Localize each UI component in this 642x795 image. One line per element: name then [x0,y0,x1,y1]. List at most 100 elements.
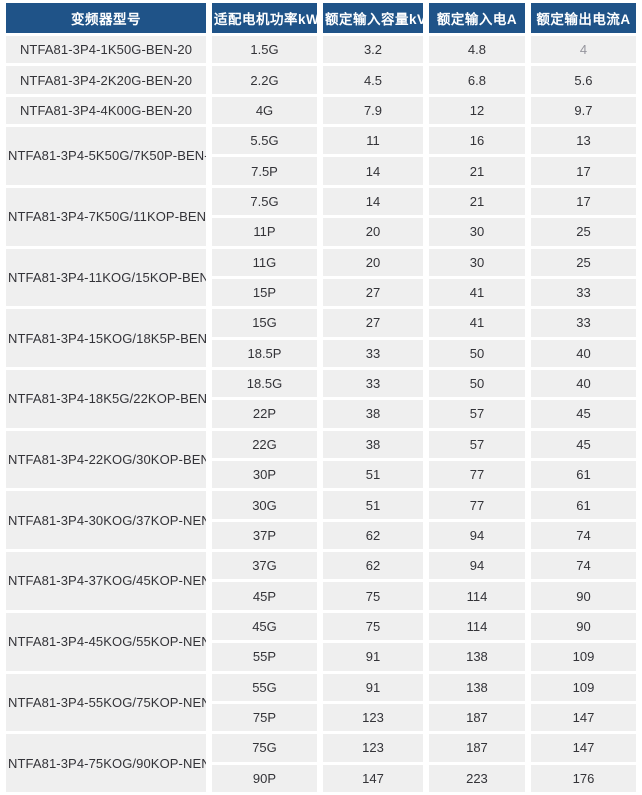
motor-power-cell: 7.5P [211,157,317,185]
table-row: 15P 27 41 33 [6,278,636,307]
input-capacity-cell: 11 [323,127,423,155]
motor-power-cell: 15G [211,309,317,337]
model-cell: NTFA81-3P4-75KOG/90KOP-NEN-20 [6,734,206,792]
input-current-cell: 114 [428,582,525,610]
model-cell: NTFA81-3P4-37KOG/45KOP-NEN-20 [6,552,206,610]
motor-power-cell: 37P [211,521,317,550]
model-cell: NTFA81-3P4-5K50G/7K50P-BEN-20 [6,127,206,185]
output-current-cell: 33 [530,309,636,337]
output-current-cell: 5.6 [530,66,636,94]
input-capacity-cell: 14 [323,187,423,216]
output-current-cell: 13 [530,127,636,155]
model-cell: NTFA81-3P4-2K20G-BEN-20 [6,66,206,94]
motor-power-cell: 30P [211,461,317,489]
input-capacity-cell: 20 [323,248,423,276]
input-capacity-cell: 14 [323,157,423,185]
input-capacity-cell: 123 [323,734,423,762]
input-capacity-cell: 38 [323,400,423,428]
table-row: NTFA81-3P4-15KOG/18K5P-BEN-20 15G 27 41 33 [6,309,636,367]
table-row: 55P 91 138 109 [6,643,636,671]
model-cell: NTFA81-3P4-18K5G/22KOP-BEN-20 [6,369,206,428]
input-capacity-cell: 147 [323,764,423,792]
output-current-cell: 9.7 [530,96,636,125]
input-current-cell: 6.8 [428,66,525,94]
motor-power-cell: 15P [211,278,317,307]
input-capacity-cell: 75 [323,612,423,641]
table-row: 30P 51 77 61 [6,461,636,489]
input-current-cell: 16 [428,127,525,155]
motor-power-cell: 11P [211,218,317,246]
motor-power-cell: 18.5G [211,369,317,398]
input-current-cell: 77 [428,491,525,519]
input-current-cell: 30 [428,248,525,276]
output-current-cell: 109 [530,673,636,701]
table-row: 37P 62 94 74 [6,521,636,550]
input-current-cell: 41 [428,309,525,337]
spec-table-header: 变频器型号 适配电机功率kW 额定输入容量kVA 额定输入电A 额定输出电流A [6,3,636,33]
model-cell: NTFA81-3P4-11KOG/15KOP-BEN-20 [6,248,206,307]
table-row: 18.5P 33 50 40 [6,339,636,367]
model-cell: NTFA81-3P4-7K50G/11KOP-BEN-20 [6,187,206,246]
table-row: 45P 75 114 90 [6,582,636,610]
input-capacity-cell: 20 [323,218,423,246]
input-current-cell: 223 [428,764,525,792]
motor-power-cell: 37G [211,552,317,580]
output-current-cell: 45 [530,430,636,459]
output-current-cell: 74 [530,552,636,580]
motor-power-cell: 22P [211,400,317,428]
input-capacity-cell: 3.2 [323,36,423,64]
input-capacity-cell: 33 [323,369,423,398]
input-capacity-cell: 51 [323,461,423,489]
input-capacity-cell: 91 [323,673,423,701]
input-capacity-cell: 91 [323,643,423,671]
input-current-cell: 12 [428,96,525,125]
input-current-cell: 21 [428,187,525,216]
table-row: NTFA81-3P4-22KOG/30KOP-BEN-2022G385745 [6,430,636,489]
input-current-cell: 94 [428,521,525,550]
input-current-cell: 57 [428,400,525,428]
col-header-motor-power: 适配电机功率kW [211,3,317,33]
input-capacity-cell: 7.9 [323,96,423,125]
table-row: 90P 147 223 176 [6,764,636,792]
motor-power-cell: 75G [211,734,317,762]
input-capacity-cell: 51 [323,491,423,519]
table-row: NTFA81-3P4-45KOG/55KOP-NEN-2045G7511490 [6,612,636,671]
output-current-cell: 90 [530,582,636,610]
input-capacity-cell: 62 [323,552,423,580]
input-capacity-cell: 33 [323,339,423,367]
table-row: NTFA81-3P4-37KOG/45KOP-NEN-2037G629474 [6,552,636,610]
output-current-cell: 45 [530,400,636,428]
col-header-model: 变频器型号 [6,3,206,33]
table-row: 7.5P 14 21 17 [6,157,636,185]
table-row: NTFA81-3P4-55KOG/75KOP-NEN-2055G91138109 [6,673,636,732]
table-row: NTFA81-3P4-1K50G-BEN-20 1.5G 3.2 4.8 4 [6,36,636,64]
input-capacity-cell: 4.5 [323,66,423,94]
motor-power-cell: 90P [211,764,317,792]
model-cell: NTFA81-3P4-30KOG/37KOP-NEN-20 [6,491,206,550]
table-row: NTFA81-3P4-75KOG/90KOP-NEN-2075G12318714… [6,734,636,792]
output-current-cell: 25 [530,248,636,276]
output-current-cell: 33 [530,278,636,307]
input-current-cell: 30 [428,218,525,246]
motor-power-cell: 22G [211,430,317,459]
motor-power-cell: 75P [211,703,317,732]
input-current-cell: 41 [428,278,525,307]
output-current-cell: 147 [530,734,636,762]
motor-power-cell: 18.5P [211,339,317,367]
model-cell: NTFA81-3P4-22KOG/30KOP-BEN-20 [6,430,206,489]
input-current-cell: 187 [428,734,525,762]
table-row: 11P 20 30 25 [6,218,636,246]
input-capacity-cell: 27 [323,278,423,307]
output-current-cell: 40 [530,369,636,398]
output-current-cell: 17 [530,157,636,185]
col-header-input-capacity: 额定输入容量kVA [323,3,423,33]
output-current-cell: 176 [530,764,636,792]
input-current-cell: 114 [428,612,525,641]
motor-power-cell: 55G [211,673,317,701]
table-row: NTFA81-3P4-7K50G/11KOP-BEN-20 7.5G 14 21 17 [6,187,636,246]
motor-power-cell: 1.5G [211,36,317,64]
motor-power-cell: 45G [211,612,317,641]
input-current-cell: 21 [428,157,525,185]
model-cell: NTFA81-3P4-15KOG/18K5P-BEN-20 [6,309,206,367]
